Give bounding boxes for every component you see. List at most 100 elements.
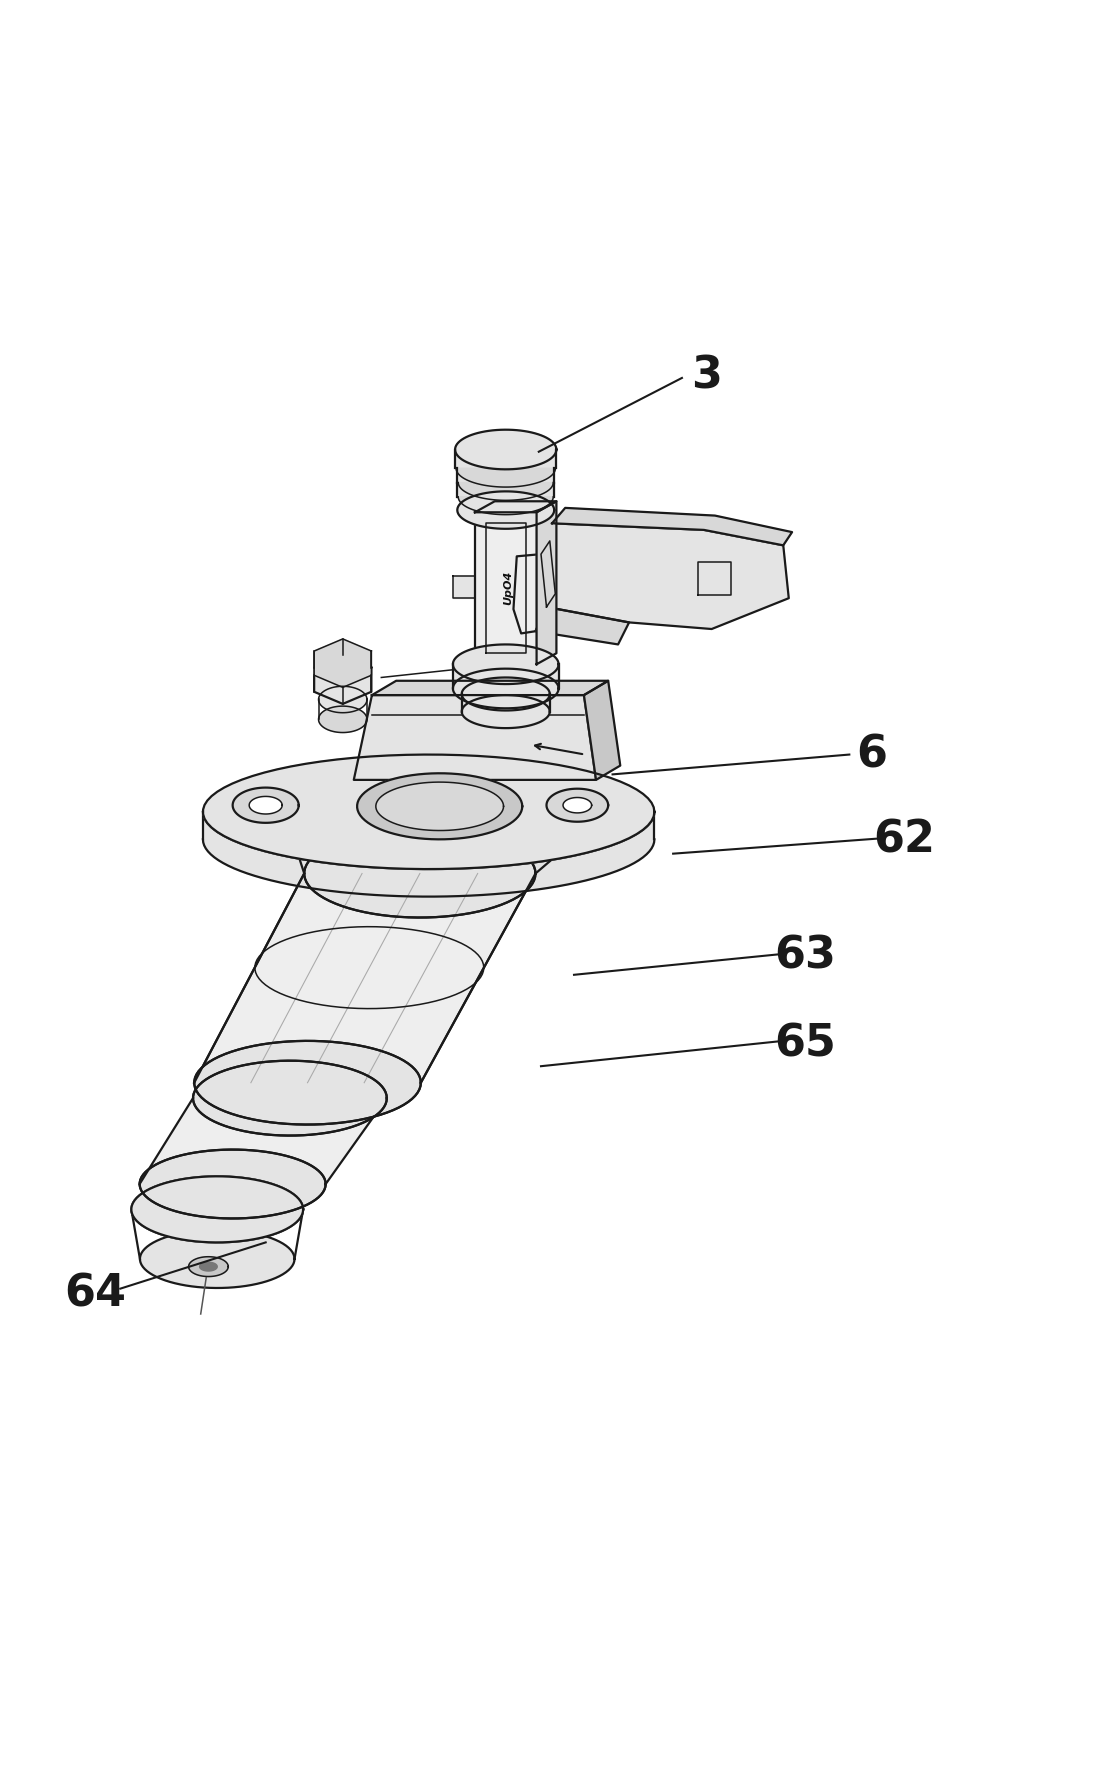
- Polygon shape: [651, 817, 654, 849]
- Polygon shape: [482, 867, 493, 895]
- Polygon shape: [352, 865, 363, 893]
- Polygon shape: [470, 867, 482, 895]
- Polygon shape: [375, 782, 503, 830]
- Polygon shape: [506, 865, 517, 893]
- Polygon shape: [211, 826, 214, 858]
- Polygon shape: [629, 835, 634, 865]
- Polygon shape: [617, 840, 623, 870]
- Polygon shape: [609, 844, 617, 874]
- Polygon shape: [453, 577, 475, 598]
- Polygon shape: [363, 867, 375, 895]
- Polygon shape: [457, 483, 554, 497]
- Polygon shape: [219, 833, 223, 863]
- Polygon shape: [455, 449, 556, 469]
- Polygon shape: [189, 1256, 229, 1277]
- Polygon shape: [193, 1061, 386, 1136]
- Polygon shape: [595, 849, 603, 877]
- Polygon shape: [423, 869, 435, 897]
- Polygon shape: [603, 846, 609, 876]
- Polygon shape: [458, 869, 470, 897]
- Polygon shape: [569, 854, 577, 884]
- Polygon shape: [205, 821, 208, 851]
- Polygon shape: [577, 853, 586, 883]
- Polygon shape: [453, 669, 559, 708]
- Polygon shape: [586, 851, 595, 881]
- Text: 6: 6: [856, 732, 887, 777]
- Polygon shape: [223, 835, 229, 865]
- Polygon shape: [194, 1040, 421, 1125]
- Polygon shape: [194, 874, 535, 1083]
- Polygon shape: [453, 663, 559, 688]
- Polygon shape: [447, 869, 458, 897]
- Polygon shape: [330, 863, 341, 892]
- Text: 64: 64: [64, 1272, 126, 1316]
- Polygon shape: [584, 681, 620, 780]
- Polygon shape: [309, 860, 319, 890]
- Polygon shape: [204, 817, 205, 849]
- Polygon shape: [649, 821, 651, 851]
- Polygon shape: [203, 755, 655, 869]
- Text: UpO4: UpO4: [503, 571, 513, 605]
- Polygon shape: [517, 863, 528, 892]
- Polygon shape: [538, 860, 549, 890]
- Polygon shape: [552, 508, 792, 545]
- Polygon shape: [475, 513, 537, 663]
- Polygon shape: [358, 773, 522, 839]
- Polygon shape: [194, 1040, 421, 1125]
- Polygon shape: [193, 1061, 386, 1136]
- Polygon shape: [386, 869, 399, 897]
- Polygon shape: [461, 693, 550, 711]
- Polygon shape: [535, 607, 629, 644]
- Polygon shape: [305, 830, 535, 918]
- Polygon shape: [623, 839, 629, 869]
- Polygon shape: [233, 787, 299, 823]
- Polygon shape: [475, 501, 556, 513]
- Polygon shape: [247, 846, 255, 876]
- Polygon shape: [537, 501, 556, 663]
- Polygon shape: [214, 830, 219, 860]
- Polygon shape: [541, 524, 788, 630]
- Polygon shape: [435, 869, 447, 897]
- Polygon shape: [372, 681, 608, 695]
- Polygon shape: [399, 869, 411, 897]
- Polygon shape: [455, 430, 556, 469]
- Polygon shape: [315, 656, 371, 704]
- Polygon shape: [634, 833, 639, 863]
- Polygon shape: [559, 856, 569, 886]
- Polygon shape: [528, 862, 538, 892]
- Polygon shape: [305, 830, 535, 918]
- Polygon shape: [319, 686, 367, 713]
- Polygon shape: [203, 755, 655, 869]
- Polygon shape: [513, 554, 546, 633]
- Polygon shape: [353, 695, 596, 780]
- Polygon shape: [461, 695, 550, 729]
- Polygon shape: [319, 706, 367, 732]
- Polygon shape: [289, 856, 299, 886]
- Polygon shape: [541, 541, 555, 607]
- Polygon shape: [493, 865, 506, 893]
- Polygon shape: [563, 798, 592, 814]
- Text: 63: 63: [774, 934, 836, 978]
- Polygon shape: [457, 492, 554, 529]
- Text: 3: 3: [691, 354, 722, 398]
- Polygon shape: [549, 858, 559, 888]
- Polygon shape: [639, 830, 643, 860]
- Polygon shape: [341, 865, 352, 893]
- Polygon shape: [315, 639, 371, 688]
- Text: 65: 65: [774, 1022, 836, 1065]
- Polygon shape: [139, 1099, 386, 1183]
- Polygon shape: [458, 483, 553, 501]
- Polygon shape: [272, 853, 280, 883]
- Polygon shape: [299, 858, 309, 888]
- Polygon shape: [643, 826, 647, 858]
- Polygon shape: [234, 840, 241, 870]
- Polygon shape: [140, 1229, 295, 1288]
- Polygon shape: [647, 824, 649, 854]
- Polygon shape: [140, 1150, 326, 1219]
- Polygon shape: [457, 469, 554, 483]
- Polygon shape: [131, 1176, 304, 1242]
- Polygon shape: [203, 782, 655, 897]
- Polygon shape: [461, 678, 550, 711]
- Polygon shape: [131, 1176, 304, 1242]
- Polygon shape: [140, 1150, 326, 1219]
